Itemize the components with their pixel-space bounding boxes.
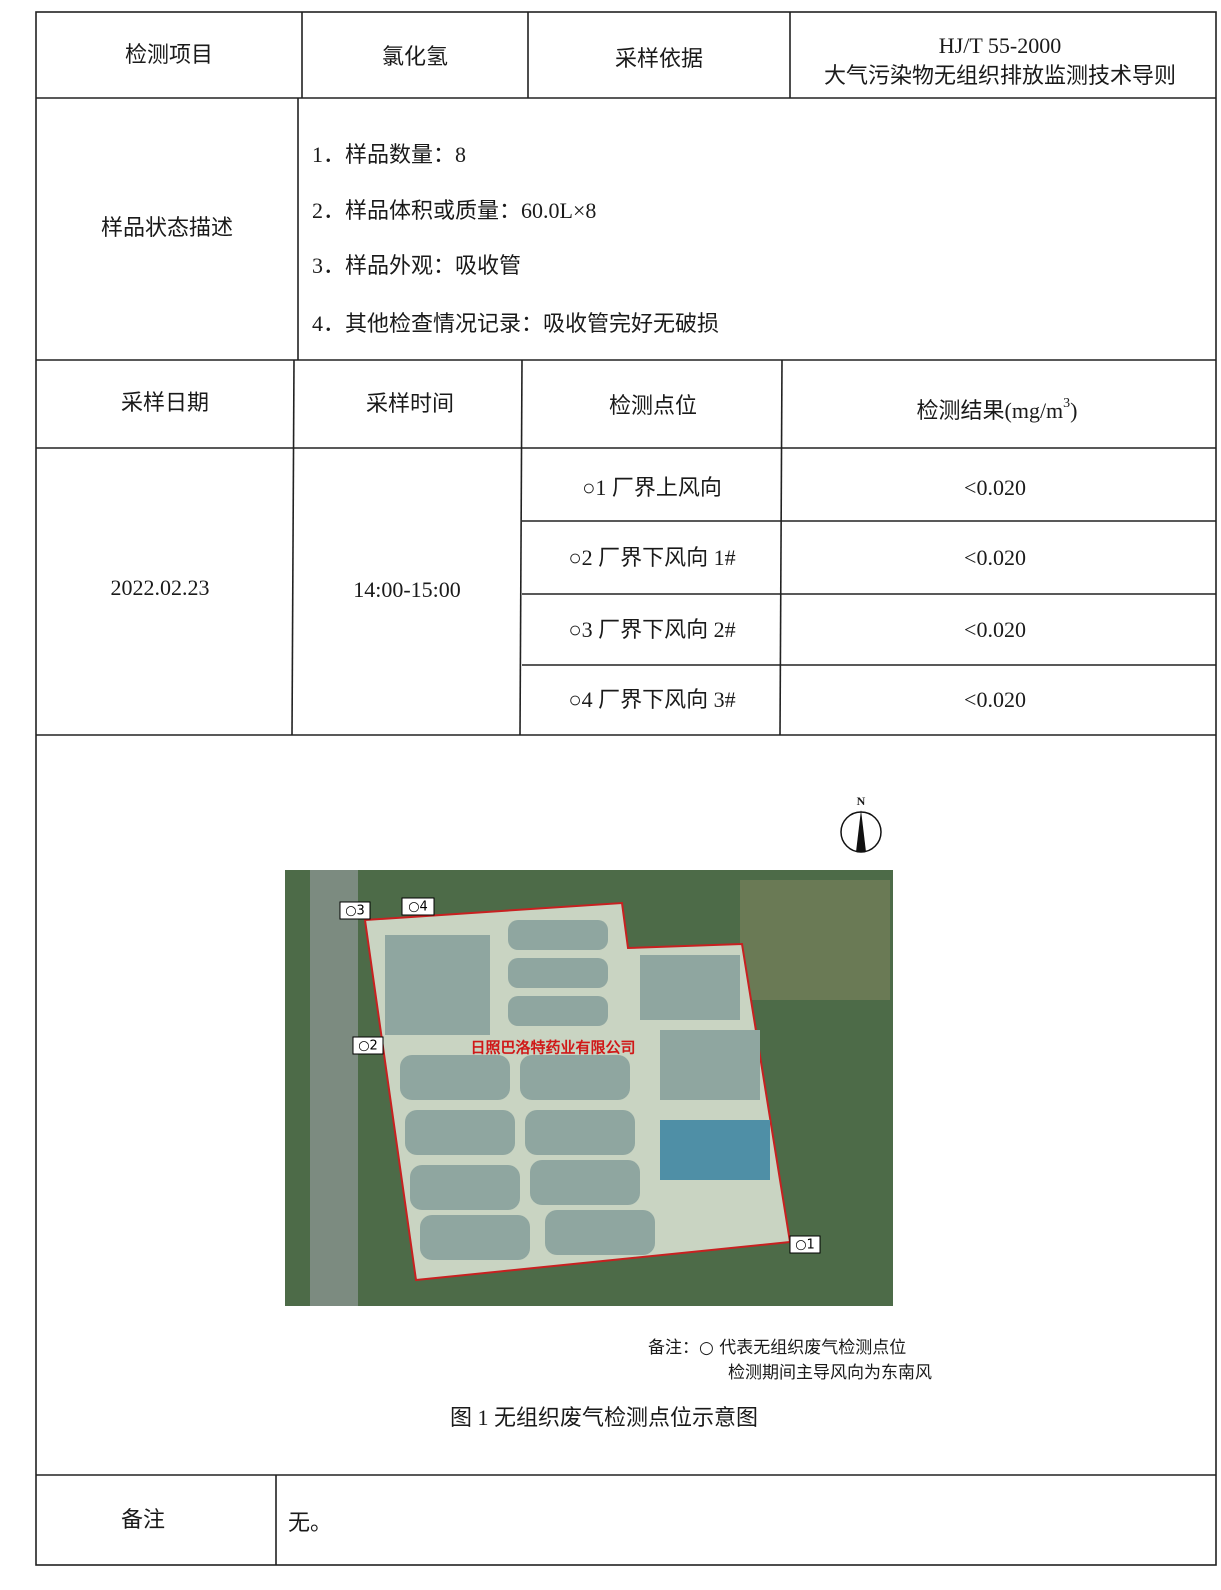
north-label: N [857,794,866,808]
description-item: 3．样品外观：吸收管 [312,253,521,278]
description-item: 4．其他检查情况记录：吸收管完好无破损 [312,311,719,336]
building [508,920,608,950]
sample-time: 14:00-15:00 [353,577,461,602]
header-cell: 采样依据 [615,46,703,71]
sample-date: 2022.02.23 [111,575,210,600]
building [530,1160,640,1205]
map-field [740,880,890,1000]
buildings [385,920,770,1260]
point-label: ○4 [408,900,428,915]
column-header: 采样时间 [366,391,454,416]
col-line [519,359,523,736]
result-value: <0.020 [964,545,1026,570]
building [410,1165,520,1210]
column-header: 检测点位 [609,393,697,418]
table-grid [35,11,1217,1566]
header-text: 检测结果(mg/m [917,398,1064,423]
building [508,958,608,988]
building [385,935,490,1035]
standard-code: HJ/T 55-2000 [939,33,1061,58]
row-label: 样品状态描述 [101,215,233,240]
north-needle [856,810,866,852]
result-value: <0.020 [964,617,1026,642]
header-superscript: 3 [1063,396,1070,411]
building [405,1110,515,1155]
figure-note: 备注：○ 代表无组织废气检测点位 [648,1338,906,1358]
col-line [779,359,783,736]
map-road [310,870,358,1306]
figure-note: 检测期间主导风向为东南风 [728,1363,932,1383]
point-label: ○1 [795,1238,815,1253]
north-arrow: N [840,794,882,853]
description-item: 1．样品数量：8 [312,142,466,167]
figure-caption: 图 1 无组织废气检测点位示意图 [450,1405,758,1430]
building [545,1210,655,1255]
pond [660,1120,770,1180]
company-name: 日照巴洛特药业有限公司 [470,1039,635,1057]
remarks-label: 备注 [121,1507,165,1532]
building [400,1055,510,1100]
point-label: ○2 [358,1039,378,1054]
result-value: <0.020 [964,475,1026,500]
result-rows: ○1 厂界上风向 <0.020 ○2 厂界下风向 1# <0.020 ○3 厂界下风向 … [568,475,1026,712]
column-header: 采样日期 [121,390,209,415]
point-marker [339,901,371,920]
point-marker [401,897,435,916]
building [520,1055,630,1100]
result-value: <0.020 [964,687,1026,712]
point-name: ○4 厂界下风向 3# [568,687,735,712]
point-name: ○1 厂界上风向 [582,475,722,500]
remarks-text: 无。 [288,1510,332,1535]
building [420,1215,530,1260]
point-label: ○3 [345,904,365,919]
description-item: 2．样品体积或质量：60.0L×8 [312,198,596,223]
header-closing: ) [1070,398,1077,423]
building [640,955,740,1020]
point-marker [352,1036,384,1055]
site-map: ○3 ○4 ○2 ○1 日照巴洛特药业有限公司 [285,870,893,1306]
building [660,1030,760,1100]
table-border [35,11,1217,1566]
building [525,1110,635,1155]
header-cell: 氯化氢 [382,44,448,69]
point-name: ○3 厂界下风向 2# [568,617,735,642]
header-cell: 检测项目 [125,42,213,67]
standard-title: 大气污染物无组织排放监测技术导则 [824,63,1176,88]
column-header: 检测结果(mg/m3) [917,396,1078,423]
point-name: ○2 厂界下风向 1# [568,545,735,570]
building [508,996,608,1026]
point-marker [789,1235,821,1254]
col-line [291,359,295,736]
